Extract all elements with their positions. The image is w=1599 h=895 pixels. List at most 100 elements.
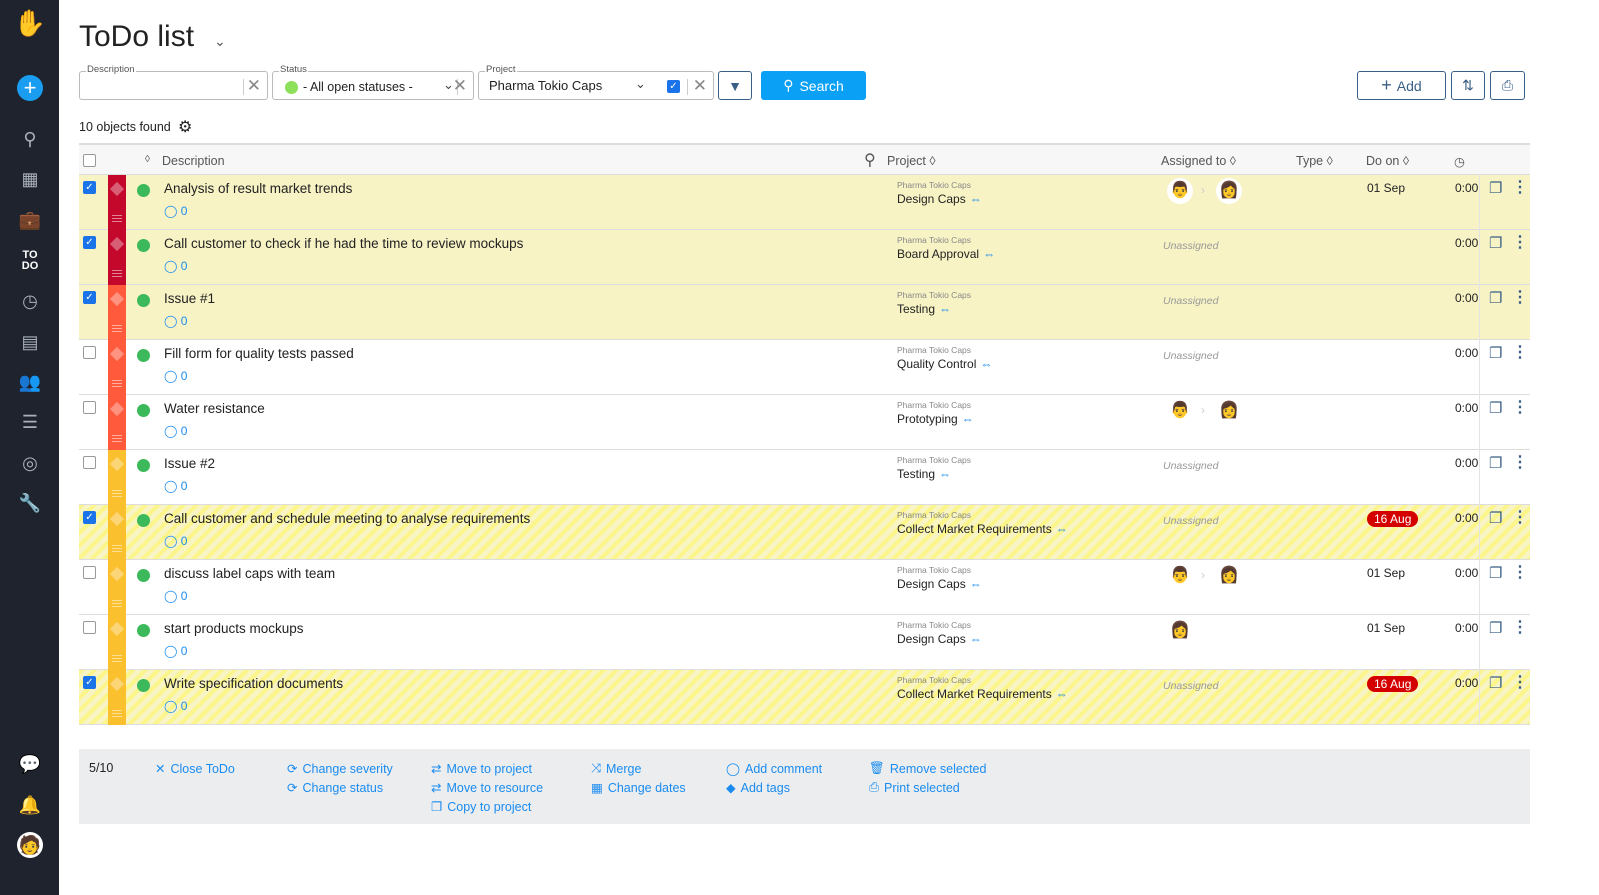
project-name[interactable]: Collect Market Requirements ⇔ <box>897 522 1068 536</box>
row-checkbox[interactable] <box>83 346 96 359</box>
more-options-icon[interactable]: ⋮ <box>1512 234 1528 251</box>
link-icon[interactable]: ⇔ <box>1055 522 1068 536</box>
wrench-icon[interactable]: 🔧 <box>18 492 42 513</box>
drag-handle-icon[interactable] <box>112 655 122 662</box>
table-row[interactable]: ✓ Write specification documents ◯ 0 Phar… <box>79 670 1530 725</box>
select-all-checkbox[interactable] <box>83 154 96 167</box>
drag-handle-icon[interactable] <box>112 215 122 222</box>
copy-icon[interactable]: ❐ <box>1489 620 1503 637</box>
todo-description[interactable]: start products mockups <box>164 621 304 636</box>
todo-description[interactable]: Call customer and schedule meeting to an… <box>164 511 531 526</box>
bulk-action-print-selected[interactable]: ⎙ Print selected <box>869 780 960 795</box>
comments-link[interactable]: ◯ 0 <box>164 589 187 603</box>
drag-handle-icon[interactable] <box>112 435 122 442</box>
drag-handle-icon[interactable] <box>112 710 122 717</box>
bulk-action-move-to-project[interactable]: ⇄ Move to project <box>431 761 532 777</box>
table-row[interactable]: Water resistance ◯ 0 Pharma Tokio Caps P… <box>79 395 1530 450</box>
priority-bar[interactable] <box>108 560 126 615</box>
filter-button[interactable]: ▼ <box>718 71 752 100</box>
comments-link[interactable]: ◯ 0 <box>164 479 187 493</box>
link-icon[interactable]: ⇔ <box>969 577 982 591</box>
status-dot-icon[interactable] <box>137 239 150 252</box>
todo-icon[interactable]: TO DO <box>21 249 39 272</box>
project-name[interactable]: Quality Control ⇔ <box>897 357 992 371</box>
link-icon[interactable]: ⇔ <box>1055 687 1068 701</box>
link-icon[interactable]: ⇔ <box>939 467 952 481</box>
project-name[interactable]: Board Approval ⇔ <box>897 247 995 261</box>
more-options-icon[interactable]: ⋮ <box>1512 619 1528 636</box>
chat-icon[interactable]: 💬 <box>18 753 42 774</box>
comments-link[interactable]: ◯ 0 <box>164 259 187 273</box>
chevron-down-icon[interactable]: ⌄ <box>443 77 454 92</box>
avatar-woman[interactable]: 👩 <box>1167 618 1193 644</box>
bulk-action-close-todo[interactable]: ✕ Close ToDo <box>155 761 235 777</box>
copy-icon[interactable]: ❐ <box>1489 510 1503 527</box>
bulk-action-merge[interactable]: ⤨ Merge <box>591 761 641 776</box>
status-dot-icon[interactable] <box>137 514 150 527</box>
link-icon[interactable]: ⇔ <box>969 192 982 206</box>
more-options-icon[interactable]: ⋮ <box>1512 179 1528 196</box>
table-row[interactable]: start products mockups ◯ 0 Pharma Tokio … <box>79 615 1530 670</box>
more-options-icon[interactable]: ⋮ <box>1512 564 1528 581</box>
status-dot-icon[interactable] <box>137 679 150 692</box>
priority-bar[interactable] <box>108 450 126 505</box>
project-name[interactable]: Design Caps ⇔ <box>897 577 982 591</box>
copy-icon[interactable]: ❐ <box>1489 675 1503 692</box>
column-type[interactable]: Type ◊ <box>1296 154 1333 168</box>
column-description[interactable]: Description <box>162 154 225 168</box>
sort-icon[interactable]: ◊ <box>145 154 150 165</box>
bulk-action-change-severity[interactable]: ⟳ Change severity <box>287 761 393 777</box>
project-name[interactable]: Collect Market Requirements ⇔ <box>897 687 1068 701</box>
table-row[interactable]: Fill form for quality tests passed ◯ 0 P… <box>79 340 1530 395</box>
comments-link[interactable]: ◯ 0 <box>164 314 187 328</box>
table-row[interactable]: ✓ Analysis of result market trends ◯ 0 P… <box>79 175 1530 230</box>
status-dot-icon[interactable] <box>137 349 150 362</box>
drag-handle-icon[interactable] <box>112 545 122 552</box>
search-button[interactable]: ⚲ Search <box>761 71 866 100</box>
more-options-icon[interactable]: ⋮ <box>1512 289 1528 306</box>
row-checkbox[interactable] <box>83 456 96 469</box>
more-options-icon[interactable]: ⋮ <box>1512 509 1528 526</box>
document-icon[interactable]: ☰ <box>21 411 39 432</box>
clear-icon[interactable]: ✕ <box>692 76 707 95</box>
comments-link[interactable]: ◯ 0 <box>164 699 187 713</box>
column-doon[interactable]: Do on ◊ <box>1366 154 1410 168</box>
status-dot-icon[interactable] <box>137 404 150 417</box>
link-icon[interactable]: ⇔ <box>969 632 982 646</box>
project-name[interactable]: Design Caps ⇔ <box>897 632 982 646</box>
status-filter[interactable]: Status - All open statuses - ⌄ ✕ <box>272 64 474 100</box>
drag-handle-icon[interactable] <box>112 490 122 497</box>
quick-add-button[interactable]: + <box>17 75 43 101</box>
clear-icon[interactable]: ✕ <box>452 76 467 95</box>
avatar-woman[interactable]: 👩 <box>1216 563 1242 589</box>
calendar-icon[interactable]: ▤ <box>21 331 39 352</box>
priority-bar[interactable] <box>108 670 126 725</box>
row-checkbox[interactable]: ✓ <box>83 236 96 249</box>
table-row[interactable]: discuss label caps with team ◯ 0 Pharma … <box>79 560 1530 615</box>
row-checkbox[interactable]: ✓ <box>83 676 96 689</box>
search-icon[interactable]: ⚲ <box>864 152 876 169</box>
copy-icon[interactable]: ❐ <box>1489 180 1503 197</box>
more-options-icon[interactable]: ⋮ <box>1512 399 1528 416</box>
people-icon[interactable]: 👥 <box>18 371 42 392</box>
bulk-action-copy-to-project[interactable]: ❐ Copy to project <box>431 799 531 815</box>
comments-link[interactable]: ◯ 0 <box>164 644 187 658</box>
row-checkbox[interactable]: ✓ <box>83 291 96 304</box>
todo-description[interactable]: Call customer to check if he had the tim… <box>164 236 524 251</box>
priority-bar[interactable] <box>108 175 126 230</box>
chevron-down-icon[interactable]: ⌄ <box>635 76 646 91</box>
bulk-action-change-status[interactable]: ⟳ Change status <box>287 780 383 796</box>
avatar-man[interactable]: 👨 <box>1167 563 1193 589</box>
table-row[interactable]: ✓ Issue #1 ◯ 0 Pharma Tokio Caps Testing… <box>79 285 1530 340</box>
project-filter[interactable]: Project Pharma Tokio Caps ⌄ ✓ ✕ <box>478 64 714 100</box>
todo-description[interactable]: Issue #1 <box>164 291 216 306</box>
link-icon[interactable]: ⇔ <box>961 412 974 426</box>
todo-description[interactable]: Write specification documents <box>164 676 344 691</box>
link-icon[interactable]: ⇔ <box>983 247 996 261</box>
copy-icon[interactable]: ❐ <box>1489 235 1503 252</box>
project-name[interactable]: Prototyping ⇔ <box>897 412 974 426</box>
bulk-action-remove-selected[interactable]: 🗑 Remove selected <box>869 761 986 776</box>
clock-icon[interactable]: ◷ <box>22 290 38 311</box>
copy-icon[interactable]: ❐ <box>1489 290 1503 307</box>
search-icon[interactable]: ⚲ <box>23 128 37 149</box>
